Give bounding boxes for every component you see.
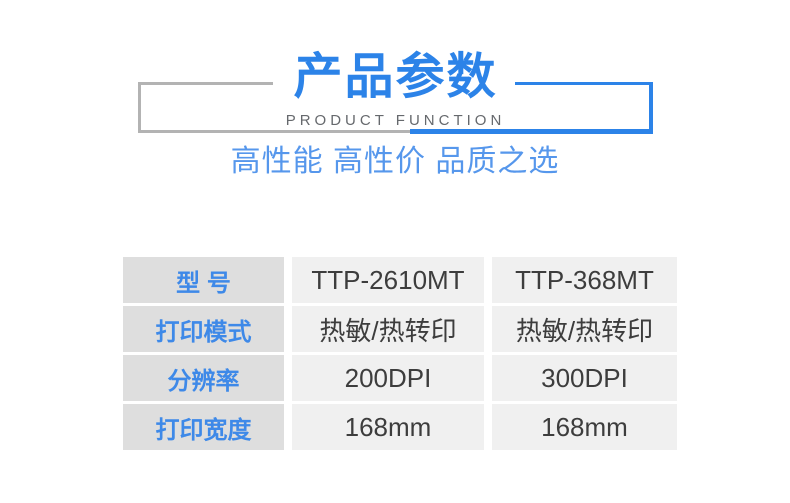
spec-label-resolution: 分辨率: [123, 355, 284, 401]
frame-line-top-left: [138, 82, 273, 85]
frame-line-bottom-right: [410, 129, 653, 134]
spec-label-model: 型 号: [123, 257, 284, 303]
frame-line-bottom-left: [138, 130, 410, 133]
spec-label-print-mode: 打印模式: [123, 306, 284, 352]
header-tagline: 高性能 高性价 品质之选: [230, 145, 560, 178]
spec-value-print-width-2: 168mm: [492, 404, 677, 450]
page-title: 产品参数: [293, 50, 498, 104]
spec-value-resolution-1: 200DPI: [292, 355, 484, 401]
spec-value-model-1: TTP-2610MT: [292, 257, 484, 303]
frame-line-top-right: [515, 82, 653, 85]
spec-value-model-2: TTP-368MT: [492, 257, 677, 303]
spec-value-print-width-1: 168mm: [292, 404, 484, 450]
spec-value-resolution-2: 300DPI: [492, 355, 677, 401]
frame-line-right: [649, 82, 653, 133]
frame-line-left: [138, 82, 141, 133]
header-subtitle-en: PRODUCT FUNCTION: [285, 112, 506, 129]
spec-value-print-mode-2: 热敏/热转印: [492, 306, 677, 352]
spec-table: 型 号 TTP-2610MT TTP-368MT 打印模式 热敏/热转印 热敏/…: [123, 257, 677, 450]
spec-label-print-width: 打印宽度: [123, 404, 284, 450]
title-frame: 产品参数 PRODUCT FUNCTION: [138, 53, 653, 134]
spec-value-print-mode-1: 热敏/热转印: [292, 306, 484, 352]
